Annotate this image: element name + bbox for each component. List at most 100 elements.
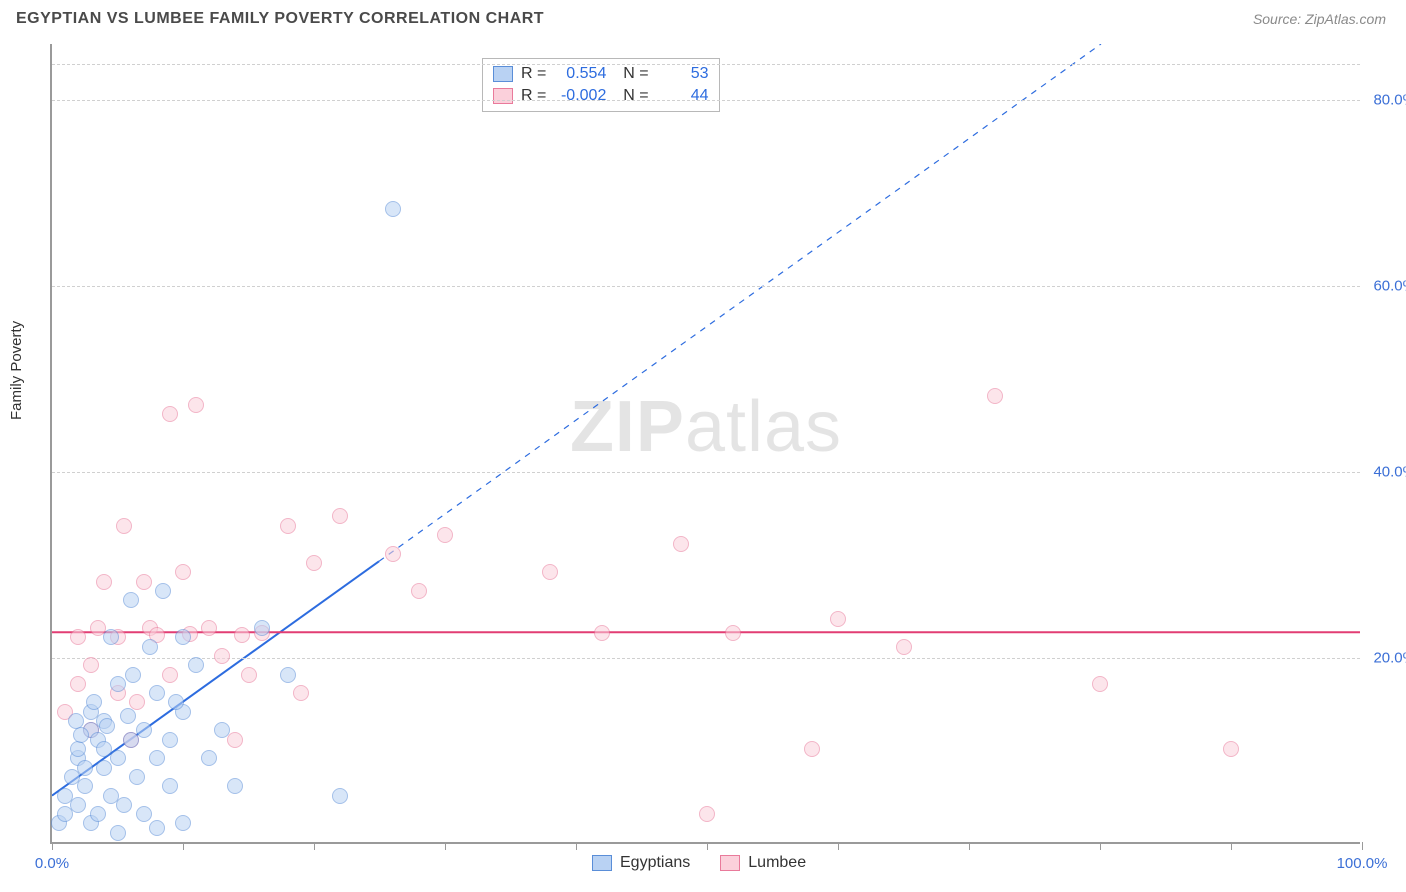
data-point-egyptians [149, 685, 165, 701]
x-tick [838, 842, 839, 850]
data-point-lumbee [293, 685, 309, 701]
source-label: Source: ZipAtlas.com [1253, 11, 1386, 27]
data-point-lumbee [830, 611, 846, 627]
data-point-egyptians [70, 797, 86, 813]
r-label: R = [521, 87, 546, 105]
data-point-egyptians [385, 201, 401, 217]
data-point-egyptians [123, 592, 139, 608]
data-point-egyptians [175, 629, 191, 645]
n-label: N = [614, 87, 648, 105]
data-point-lumbee [70, 676, 86, 692]
watermark: ZIPatlas [570, 386, 842, 468]
y-tick-label: 20.0% [1373, 649, 1406, 666]
stat-row-lumbee: R = -0.002 N = 44 [493, 85, 709, 107]
data-point-egyptians [280, 667, 296, 683]
x-tick [1231, 842, 1232, 850]
x-tick [314, 842, 315, 850]
data-point-lumbee [201, 620, 217, 636]
y-tick-label: 60.0% [1373, 277, 1406, 294]
data-point-lumbee [162, 406, 178, 422]
data-point-lumbee [70, 629, 86, 645]
x-tick [707, 842, 708, 850]
gridline [52, 64, 1360, 65]
data-point-lumbee [385, 546, 401, 562]
data-point-egyptians [162, 732, 178, 748]
data-point-lumbee [437, 527, 453, 543]
data-point-lumbee [1223, 741, 1239, 757]
data-point-egyptians [332, 788, 348, 804]
data-point-lumbee [241, 667, 257, 683]
data-point-egyptians [116, 797, 132, 813]
data-point-lumbee [83, 657, 99, 673]
data-point-lumbee [306, 555, 322, 571]
data-point-egyptians [162, 778, 178, 794]
data-point-egyptians [103, 629, 119, 645]
x-tick [1362, 842, 1363, 850]
data-point-egyptians [73, 727, 89, 743]
data-point-egyptians [188, 657, 204, 673]
gridline [52, 472, 1360, 473]
data-point-egyptians [136, 722, 152, 738]
legend-swatch-lumbee [720, 855, 740, 871]
data-point-egyptians [149, 750, 165, 766]
data-point-egyptians [136, 806, 152, 822]
x-tick [576, 842, 577, 850]
data-point-egyptians [110, 676, 126, 692]
data-point-egyptians [168, 694, 184, 710]
n-value-lumbee: 44 [657, 87, 709, 105]
data-point-lumbee [96, 574, 112, 590]
legend-item-egyptians: Egyptians [592, 854, 690, 872]
data-point-egyptians [77, 760, 93, 776]
data-point-egyptians [175, 815, 191, 831]
data-point-lumbee [136, 574, 152, 590]
watermark-part2: atlas [685, 387, 842, 467]
data-point-egyptians [110, 750, 126, 766]
chart-title: EGYPTIAN VS LUMBEE FAMILY POVERTY CORREL… [16, 10, 544, 28]
correlation-stats-box: R = 0.554 N = 53 R = -0.002 N = 44 [482, 58, 720, 112]
watermark-part1: ZIP [570, 387, 685, 467]
y-tick-label: 40.0% [1373, 463, 1406, 480]
gridline [52, 658, 1360, 659]
data-point-lumbee [542, 564, 558, 580]
data-point-lumbee [896, 639, 912, 655]
n-label: N = [614, 65, 648, 83]
swatch-lumbee [493, 88, 513, 104]
data-point-lumbee [175, 564, 191, 580]
data-point-egyptians [142, 639, 158, 655]
x-tick-label: 0.0% [35, 855, 69, 872]
y-axis-label: Family Poverty [8, 321, 25, 420]
data-point-lumbee [725, 625, 741, 641]
data-point-lumbee [214, 648, 230, 664]
x-tick [445, 842, 446, 850]
x-tick [1100, 842, 1101, 850]
data-point-egyptians [129, 769, 145, 785]
data-point-lumbee [332, 508, 348, 524]
gridline [52, 286, 1360, 287]
data-point-egyptians [99, 718, 115, 734]
data-point-lumbee [129, 694, 145, 710]
n-value-egyptians: 53 [657, 65, 709, 83]
r-value-egyptians: 0.554 [554, 65, 606, 83]
data-point-lumbee [699, 806, 715, 822]
data-point-lumbee [162, 667, 178, 683]
data-point-egyptians [86, 694, 102, 710]
data-point-lumbee [227, 732, 243, 748]
data-point-egyptians [125, 667, 141, 683]
data-point-lumbee [804, 741, 820, 757]
trend-lines [52, 44, 1360, 842]
data-point-egyptians [201, 750, 217, 766]
legend-swatch-egyptians [592, 855, 612, 871]
data-point-lumbee [234, 627, 250, 643]
bottom-legend: Egyptians Lumbee [592, 854, 806, 872]
gridline [52, 100, 1360, 101]
x-tick [183, 842, 184, 850]
y-tick-label: 80.0% [1373, 91, 1406, 108]
data-point-egyptians [254, 620, 270, 636]
data-point-egyptians [227, 778, 243, 794]
data-point-egyptians [90, 806, 106, 822]
data-point-egyptians [155, 583, 171, 599]
legend-label-egyptians: Egyptians [620, 854, 690, 872]
data-point-egyptians [70, 741, 86, 757]
data-point-egyptians [214, 722, 230, 738]
data-point-egyptians [77, 778, 93, 794]
